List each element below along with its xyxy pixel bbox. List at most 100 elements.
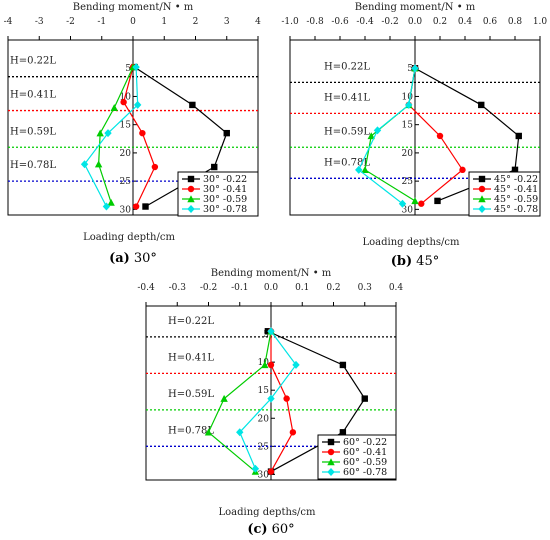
data-point-circle [132,203,140,210]
x-tick-label: -3 [35,17,44,27]
data-point-triangle [327,458,335,466]
y-axis-label: Loading depth/cm [83,232,175,243]
data-point-circle [459,166,466,174]
x-tick-label: 2 [193,17,199,27]
panel-caption: (c) 60° [247,522,294,537]
x-tick-label: -1.0 [281,17,299,27]
data-point-diamond [411,64,419,73]
legend-entry: 45° -0.59 [494,194,538,205]
reference-line-label: H=0.22L [168,316,214,327]
reference-line-label: H=0.59L [168,389,214,400]
x-tick-label: -0.1 [231,283,248,293]
data-point-diamond [236,428,244,437]
reference-line-label: H=0.59L [10,126,56,137]
data-point-diamond [405,100,413,109]
data-point-diamond [398,199,407,208]
data-point-diamond [327,468,335,476]
chart-panel-a: Bending moment/N • m-4 -3 -2 -1 0 1 2 3 45101520… [4,2,262,266]
y-tick-label: 25 [120,177,132,187]
x-tick-label: -0.3 [169,283,187,293]
data-point-square [361,395,368,402]
data-point-circle [436,132,444,140]
data-point-square [478,175,486,183]
data-point-square [211,163,218,171]
data-point-diamond [187,205,195,213]
panel-caption-letter: (b) [391,254,412,269]
x-tick-label: -0.4 [137,283,155,293]
x-axis-label: Bending moment/N • m [355,2,476,13]
reference-line-label: H=0.78L [10,160,56,171]
reference-line-label: H=0.78L [168,425,214,436]
x-tick-label: 0.4 [458,17,473,27]
legend-entry: 60° -0.41 [343,447,387,458]
data-point-square [327,438,335,446]
x-tick-label: -0.2 [200,283,217,293]
data-point-triangle [478,195,486,203]
legend-entry: 45° -0.78 [494,204,538,215]
data-point-circle [151,163,159,171]
data-point-triangle [204,428,213,436]
data-point-square [478,101,485,109]
y-tick-label: 30 [120,205,132,215]
data-point-diamond [355,165,363,174]
series-3 [94,63,137,206]
chart-panel-c: Bending moment/N • m -0.4 -0.3 -0.2 -0.1 0.0 0… [137,268,403,537]
data-point-square [223,129,230,137]
y-tick-label: 15 [258,386,270,396]
x-axis-label: Bending moment/N • m [211,268,332,279]
data-point-diamond [133,100,142,109]
x-axis-label: Bending moment/N • m [73,2,194,13]
x-tick-label: 0.2 [433,17,447,27]
data-point-square [515,132,522,140]
reference-line-label: H=0.59L [324,126,370,137]
y-axis-label: Loading depths/cm [362,237,460,248]
data-point-circle [289,429,297,436]
reference-line-label: H=0.41L [324,92,370,103]
y-tick-label: 10 [402,92,414,102]
data-point-circle [139,129,146,137]
legend-entry: 30° -0.59 [203,194,247,205]
data-point-circle [283,395,290,402]
x-tick-label: 3 [224,17,230,27]
y-axis-label: Loading depths/cm [218,507,316,518]
x-tick-label: 0.0 [408,17,423,27]
x-tick-label: 1 [161,17,167,27]
y-tick-label: 20 [402,149,414,159]
panel-caption-text: 45° [416,254,439,269]
panel-caption-letter: (c) [247,522,267,537]
data-point-diamond [292,360,300,369]
x-tick-label: 0.1 [295,283,309,293]
chart-panel-b: Bending moment/N • m -1.0 -0.8 -0.6 -0.4 -0.2… [281,2,547,269]
data-point-square [339,361,347,369]
data-point-circle [267,468,275,475]
series-4 [236,327,300,473]
data-point-triangle [361,166,369,174]
panel-caption-text: 30° [134,251,157,266]
x-tick-label: -0.2 [381,17,398,27]
x-tick-label: 4 [255,17,261,27]
data-point-circle [267,361,275,369]
reference-line-label: H=0.22L [10,56,56,67]
legend-entry: 45° -0.22 [494,174,538,185]
data-point-square [189,101,196,109]
legend-entry: 30° -0.41 [203,184,247,195]
reference-line-label: H=0.41L [168,352,214,363]
data-point-diamond [132,63,140,72]
x-tick-label: 0.6 [483,17,498,27]
series-2 [120,63,159,210]
y-tick-label: 15 [402,121,414,131]
data-point-diamond [373,126,382,135]
data-point-diamond [251,464,260,473]
reference-line-label: H=0.78L [324,157,370,168]
y-tick-label: 5 [263,330,269,340]
data-point-diamond [267,394,275,403]
y-tick-label: 5 [125,64,131,74]
series-3 [204,327,275,475]
y-tick-label: 20 [120,149,132,159]
data-point-circle [327,448,335,456]
panel-caption: (a) 30° [109,251,157,266]
data-point-triangle [187,195,195,203]
x-tick-label: -0.8 [306,17,324,27]
x-tick-label: 0 [130,17,136,27]
